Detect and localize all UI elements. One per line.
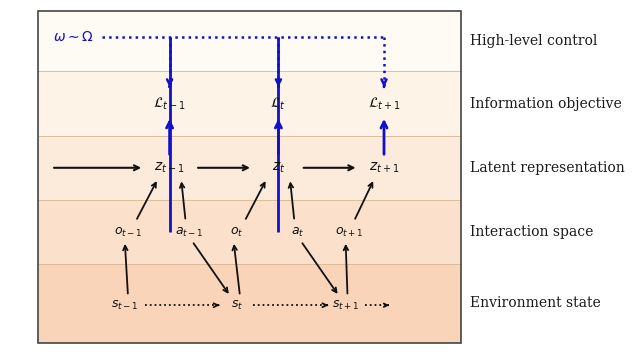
Bar — [38, 136, 461, 200]
Text: $\mathcal{L}_{t-1}$: $\mathcal{L}_{t-1}$ — [153, 95, 186, 112]
Text: $o_{t}$: $o_{t}$ — [230, 226, 243, 238]
Bar — [38, 71, 461, 136]
Text: $z_{t-1}$: $z_{t-1}$ — [154, 161, 185, 175]
Text: $\omega \sim \Omega$: $\omega \sim \Omega$ — [53, 30, 94, 45]
Text: $s_{t}$: $s_{t}$ — [230, 299, 243, 312]
Text: $z_{t+1}$: $z_{t+1}$ — [369, 161, 399, 175]
Text: $a_{t}$: $a_{t}$ — [291, 226, 304, 238]
Text: $\mathcal{L}_{t}$: $\mathcal{L}_{t}$ — [271, 95, 286, 112]
Bar — [38, 11, 461, 343]
Text: Interaction space: Interaction space — [470, 225, 594, 239]
Text: Environment state: Environment state — [470, 296, 601, 311]
Text: $\mathcal{L}_{t+1}$: $\mathcal{L}_{t+1}$ — [367, 95, 401, 112]
Bar — [38, 11, 461, 71]
Text: Latent representation: Latent representation — [470, 161, 625, 175]
Text: $o_{t+1}$: $o_{t+1}$ — [335, 226, 363, 238]
Bar — [38, 264, 461, 343]
Text: $s_{t-1}$: $s_{t-1}$ — [111, 299, 138, 312]
Text: $s_{t+1}$: $s_{t+1}$ — [332, 299, 359, 312]
Bar — [38, 200, 461, 264]
Text: $o_{t-1}$: $o_{t-1}$ — [114, 226, 142, 238]
Text: $z_{t}$: $z_{t}$ — [271, 161, 285, 175]
Text: $a_{t-1}$: $a_{t-1}$ — [175, 226, 203, 238]
Text: Information objective: Information objective — [470, 96, 622, 111]
Text: High-level control: High-level control — [470, 34, 598, 48]
